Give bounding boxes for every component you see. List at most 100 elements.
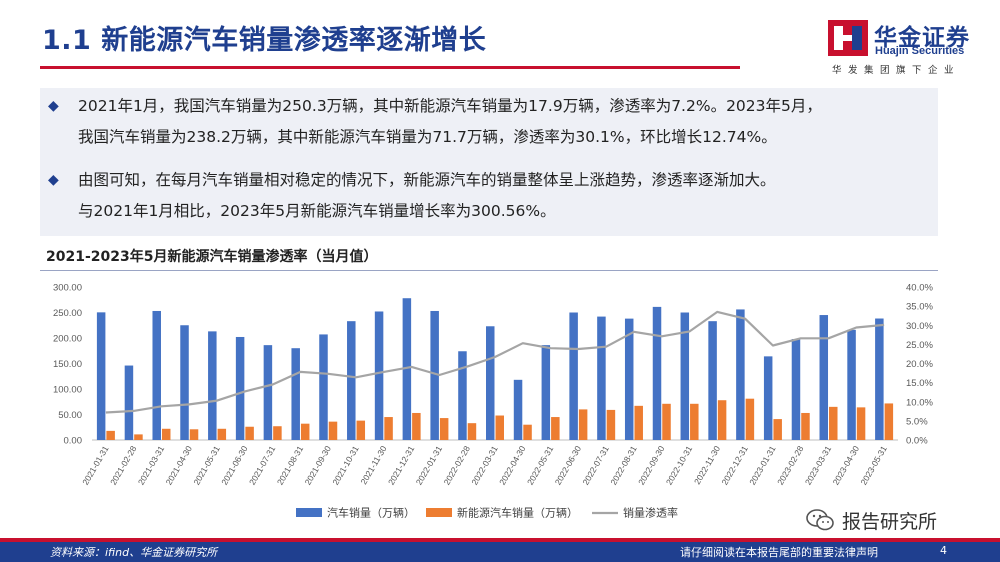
x-axis-tick-label: 2021-08-31 [275,444,306,487]
total-sales-bar [319,334,328,440]
total-sales-bar [513,379,523,440]
x-axis-tick-label: 2021-05-31 [191,444,222,487]
nev-sales-bar [884,403,894,440]
nev-sales-bar [495,415,504,440]
legend-label-nev: 新能源汽车销量（万辆） [457,506,578,520]
nev-sales-bar [523,424,532,440]
left-axis-tick-label: 150.00 [53,359,82,370]
nev-sales-bar [161,428,171,440]
total-sales-bar [124,365,134,440]
page-title: 1.1 新能源汽车销量渗透率逐渐增长 [42,25,487,56]
x-axis-tick-label: 2023-04-30 [831,444,862,487]
x-axis-tick-label: 2022-09-30 [636,444,667,487]
bullet-icon: ◆ [48,172,59,188]
left-axis-tick-label: 50.00 [58,410,82,421]
footer-source: 资料来源：ifind、华金证券研究所 [50,546,218,559]
total-sales-bar [180,325,189,440]
x-axis-tick-label: 2023-02-28 [775,444,806,487]
sales-penetration-chart: 0.00 50.00 100.00 150.00 200.00 250.00 300.00 0… [53,283,934,520]
legend-label-rate: 销量渗透率 [623,506,678,520]
summary-paragraph-2: 由图可知，在每月汽车销量相对稳定的情况下，新能源汽车的销量整体呈上涨趋势，渗透率… [78,165,928,227]
footer-accent [0,538,1000,542]
nev-sales-bar [745,398,755,440]
total-sales-bar [708,321,717,440]
nev-sales-bar [690,403,699,440]
footer: 资料来源：ifind、华金证券研究所 请仔细阅读在本报告尾部的重要法律声明 4 [0,542,1000,562]
right-axis-tick-label: 35.0% [906,302,933,313]
right-axis-tick-label: 15.0% [906,378,933,389]
right-axis-tick-label: 10.0% [906,397,933,408]
right-axis-tick-label: 40.0% [906,283,933,294]
total-sales-bar [680,312,690,440]
nev-sales-bar [245,426,254,440]
total-sales-bar [652,306,662,440]
nev-sales-bar [106,430,115,440]
total-sales-bar [763,356,773,440]
summary-line: 我国汽车销量为238.2万辆，其中新能源汽车销量为71.7万辆，渗透率为30.1… [78,128,777,146]
nev-sales-bar [189,429,199,440]
title-underline [40,66,740,69]
x-axis-tick-label: 2021-06-30 [219,444,250,487]
total-sales-bar [430,310,439,440]
x-axis-tick-label: 2022-06-30 [553,444,584,487]
logo-mark-icon [828,20,868,56]
nev-sales-bar [300,423,310,440]
nev-sales-bar [634,405,643,440]
x-axis-tick-label: 2023-01-31 [747,444,778,487]
right-axis-tick-label: 20.0% [906,359,933,370]
nev-sales-bar [467,423,477,440]
total-sales-bar [624,318,634,440]
total-sales-bar [847,329,856,440]
nev-sales-bar [134,434,143,440]
nev-sales-bar [439,418,449,440]
company-logo: 华金证券 Huajin Securities 华发集团旗下企业 [828,18,988,80]
nev-sales-bar [773,419,782,440]
nev-sales-bar [328,421,338,440]
logo-name-en: Huajin Securities [875,45,965,57]
nev-sales-bar [856,407,866,440]
summary-line: 与2021年1月相比，2023年5月新能源汽车销量增长率为300.56%。 [78,202,556,220]
x-axis-tick-label: 2022-04-30 [497,444,528,487]
total-sales-bar [208,331,217,440]
nev-sales-bar [356,420,366,440]
left-axis-tick-label: 250.00 [53,308,82,319]
x-axis-tick-label: 2022-10-31 [664,444,695,487]
total-sales-bar [791,339,801,440]
x-axis-tick-label: 2021-03-31 [136,444,167,487]
chart-title-rule [40,270,938,271]
left-axis-tick-label: 300.00 [53,283,82,294]
right-axis-tick-label: 0.0% [906,436,928,447]
x-axis-tick-label: 2021-02-28 [108,444,139,487]
summary-line: 2021年1月，我国汽车销量为250.3万辆，其中新能源汽车销量为17.9万辆，… [78,97,822,115]
logo-subtitle: 华发集团旗下企业 [832,65,961,76]
watermark-text: 报告研究所 [842,511,938,533]
nev-sales-bar [801,412,810,440]
total-sales-bar [152,310,161,440]
left-axis-tick-label: 100.00 [53,385,82,396]
nev-sales-bar [273,426,282,440]
nev-sales-bar [662,403,671,440]
logo-name-cn: 华金证券 [874,25,970,51]
right-axis-tick-label: 30.0% [906,321,933,332]
wechat-icon [806,509,834,531]
total-sales-bar [263,345,273,440]
total-sales-bar [541,345,551,440]
nev-sales-bar [606,409,616,440]
total-sales-bar [486,326,495,440]
nev-sales-bar [578,409,588,440]
total-sales-bar [736,309,745,440]
x-axis-tick-label: 2022-08-31 [608,444,639,487]
x-axis-tick-label: 2021-10-31 [330,444,361,487]
nev-sales-bar [412,412,421,440]
page-number: 4 [940,544,947,557]
total-sales-bar [819,315,829,440]
nev-sales-bar [829,406,838,440]
left-axis-tick-label: 0.00 [64,436,83,447]
summary-paragraph-1: 2021年1月，我国汽车销量为250.3万辆，其中新能源汽车销量为17.9万辆，… [78,91,928,153]
total-sales-bar [96,312,106,440]
x-axis-tick-label: 2023-03-31 [803,444,834,487]
x-axis-tick-label: 2021-12-31 [386,444,417,487]
total-sales-bar [875,318,884,440]
left-axis-tick-label: 200.00 [53,334,82,345]
summary-line: 由图可知，在每月汽车销量相对稳定的情况下，新能源汽车的销量整体呈上涨趋势，渗透率… [78,171,776,189]
